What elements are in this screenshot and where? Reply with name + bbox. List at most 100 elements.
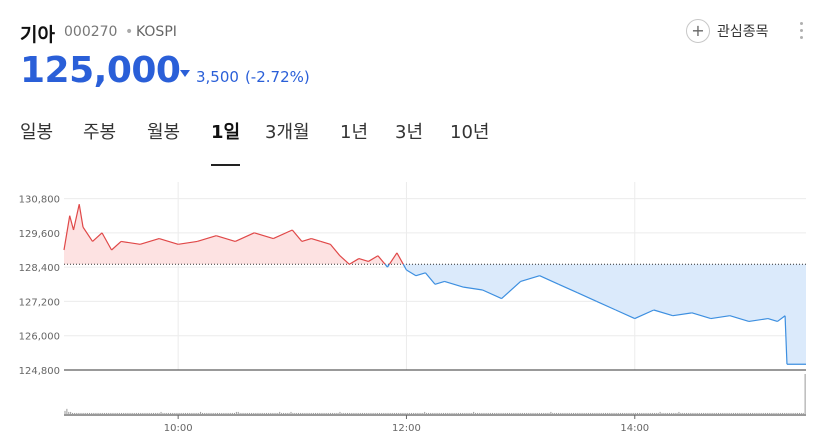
tab-weekly[interactable]: 주봉	[83, 122, 117, 143]
volume-bar	[761, 412, 763, 415]
volume-bar	[249, 412, 251, 415]
volume-bar	[409, 412, 411, 415]
volume-bar	[589, 412, 591, 415]
volume-bar	[623, 412, 625, 415]
volume-bar	[188, 412, 190, 415]
volume-bar	[192, 412, 194, 415]
tab-1day[interactable]: 1일	[211, 118, 240, 166]
tab-10year[interactable]: 10년	[450, 122, 490, 143]
area-fill-down	[385, 264, 806, 365]
volume-bar	[740, 412, 742, 415]
volume-bar	[362, 412, 364, 415]
volume-bar	[196, 412, 198, 415]
volume-bar	[88, 412, 90, 415]
volume-bar	[433, 412, 435, 415]
volume-bar	[369, 412, 371, 415]
volume-bar	[603, 412, 605, 415]
volume-bar	[704, 412, 706, 415]
volume-bar	[173, 412, 175, 415]
volume-bar	[448, 412, 450, 415]
volume-bar	[437, 412, 439, 415]
volume-bar	[456, 412, 458, 415]
volume-bar	[499, 412, 501, 415]
volume-bar	[70, 411, 72, 415]
volume-bar	[254, 412, 256, 415]
volume-bar	[367, 412, 369, 415]
volume-bar	[751, 412, 753, 415]
volume-bar	[612, 412, 614, 415]
volume-bar	[200, 411, 202, 415]
volume-bar	[333, 412, 335, 415]
volume-bar	[439, 412, 441, 415]
volume-bar	[309, 412, 311, 415]
volume-bar	[79, 412, 81, 415]
tab-3year[interactable]: 3년	[395, 122, 424, 143]
volume-bar	[484, 412, 486, 415]
add-watchlist-button[interactable]: + 관심종목	[686, 18, 769, 44]
price-line-down-segment	[520, 275, 540, 283]
volume-bar	[128, 412, 130, 415]
volume-bar	[557, 412, 559, 415]
price-line-up-segment	[301, 237, 312, 243]
price-line-down-segment	[501, 280, 522, 300]
volume-bar	[637, 412, 639, 415]
tab-1year[interactable]: 1년	[340, 122, 369, 143]
volume-bar	[169, 412, 171, 415]
volume-bar	[217, 412, 219, 415]
volume-bar	[680, 412, 682, 415]
price-line-up-segment	[377, 255, 386, 265]
volume-bar	[748, 412, 750, 415]
price-line-down-segment	[425, 272, 436, 285]
volume-bar	[399, 412, 401, 415]
price-line-down-segment	[767, 317, 778, 323]
volume-bar	[482, 412, 484, 415]
volume-bar	[424, 411, 426, 415]
volume-bar	[616, 412, 618, 415]
volume-bar	[572, 412, 574, 415]
price-line-up-segment	[339, 255, 350, 265]
volume-bar	[233, 412, 235, 415]
volume-bar	[137, 412, 139, 415]
price-line-down-segment	[539, 275, 559, 285]
period-tabs: 일봉 주봉 월봉 1일 3개월 1년 3년 10년	[20, 118, 500, 166]
price-line-up-segment	[358, 257, 369, 263]
volume-bar	[350, 412, 352, 415]
volume-bar	[117, 412, 119, 415]
volume-bar	[787, 412, 789, 415]
volume-bar	[495, 412, 497, 415]
volume-bar	[798, 412, 800, 415]
volume-bar	[412, 412, 414, 415]
price-line-down-segment	[406, 269, 417, 277]
volume-bar	[264, 412, 266, 415]
volume-bar	[529, 412, 531, 415]
x-tick-label: 10:00	[164, 423, 193, 434]
stock-code: 000270	[64, 24, 118, 40]
volume-bar	[706, 412, 708, 415]
volume-bar	[313, 412, 315, 415]
tab-daily[interactable]: 일봉	[20, 122, 54, 143]
price-line-up-segment	[368, 255, 379, 262]
volume-bar	[669, 412, 671, 415]
plus-circle-icon: +	[686, 19, 710, 43]
more-vertical-icon[interactable]	[800, 22, 804, 40]
volume-bar	[524, 412, 526, 415]
volume-bar	[635, 412, 637, 415]
tab-3month[interactable]: 3개월	[265, 122, 310, 143]
volume-bar	[296, 412, 298, 415]
price-line-up-segment	[388, 252, 398, 265]
price-line-down-segment	[434, 280, 445, 285]
volume-bar	[663, 412, 665, 415]
volume-bar	[708, 412, 710, 415]
volume-bar	[407, 412, 409, 415]
tab-monthly[interactable]: 월봉	[147, 122, 181, 143]
volume-bar	[149, 412, 151, 415]
volume-bar	[550, 411, 552, 415]
volume-bar	[736, 412, 738, 415]
volume-bar	[205, 412, 207, 415]
volume-bar	[768, 412, 770, 415]
price-line-up-segment	[216, 235, 236, 243]
y-tick-label: 129,600	[19, 229, 60, 240]
volume-bar	[497, 412, 499, 415]
volume-bar	[87, 412, 89, 415]
volume-bar	[175, 412, 177, 415]
